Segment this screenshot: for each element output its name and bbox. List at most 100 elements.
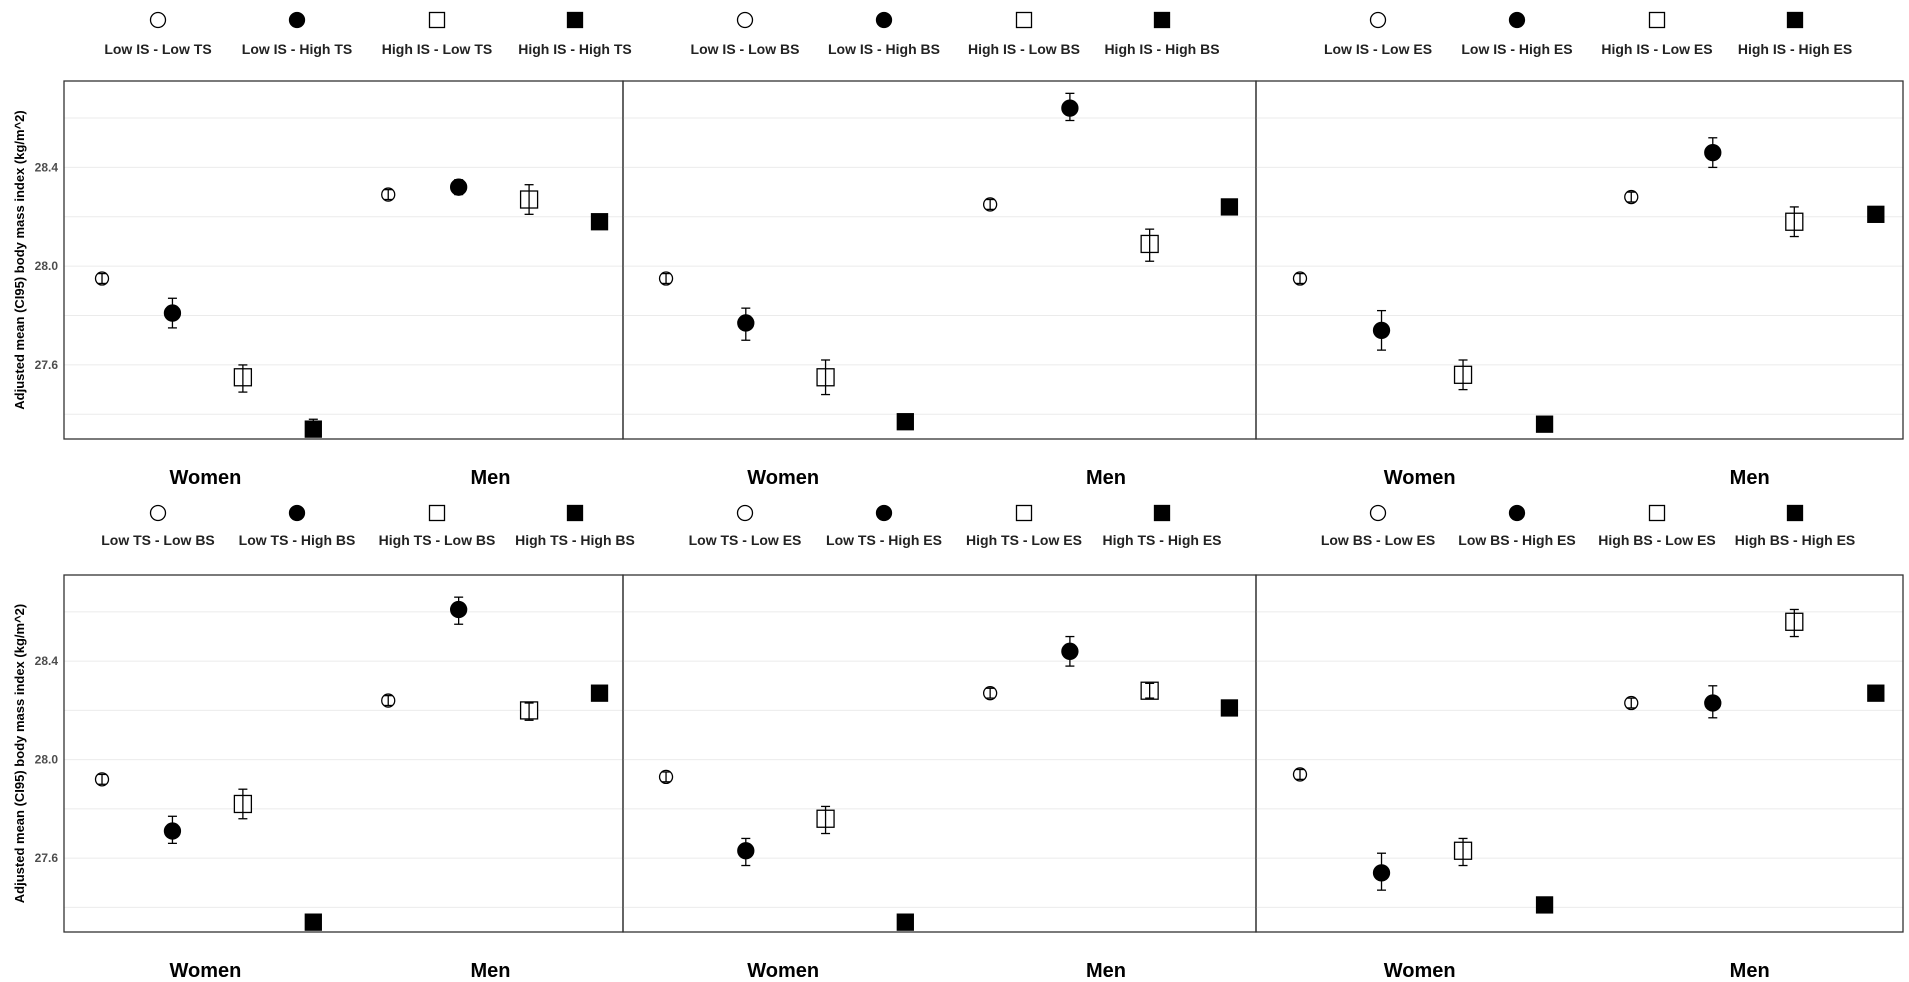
legend-label: High TS - Low BS	[379, 532, 496, 548]
legend-marker	[736, 504, 754, 522]
marker	[304, 913, 322, 931]
legend-label: High IS - High ES	[1738, 41, 1852, 57]
legend-label: High IS - High BS	[1104, 41, 1219, 57]
data-point	[1535, 415, 1554, 433]
data-point	[1704, 137, 1722, 169]
y-tick-label: 28.0	[35, 753, 59, 767]
legend-label: High BS - Low ES	[1598, 532, 1715, 548]
data-point	[1220, 198, 1239, 216]
data-point	[982, 197, 998, 212]
data-point	[1453, 359, 1473, 391]
data-point	[450, 596, 468, 625]
legend-label: High IS - High TS	[518, 41, 632, 57]
group-label: Women	[1384, 960, 1456, 982]
legend-marker	[1369, 11, 1387, 29]
marker	[1535, 415, 1554, 433]
legend-marker	[1015, 504, 1033, 522]
data-point	[304, 418, 322, 438]
marker	[590, 684, 609, 702]
data-point	[94, 271, 110, 286]
legend-marker	[1015, 11, 1033, 29]
legend: Low IS - Low ES Low IS - High ES High IS -…	[1324, 11, 1852, 57]
marker	[1867, 205, 1885, 223]
data-point	[658, 769, 674, 785]
legend: Low TS - Low BS Low TS - High BS High TS -…	[101, 504, 635, 548]
y-tick-label: 27.6	[35, 851, 59, 865]
marker	[1535, 896, 1554, 914]
legend-label: Low BS - Low ES	[1321, 532, 1435, 548]
data-point	[233, 788, 253, 820]
y-tick-label: 28.0	[35, 259, 59, 273]
panel: Low IS - Low BS Low IS - High BS High IS -…	[622, 11, 1257, 489]
legend-marker	[566, 11, 584, 29]
data-point	[896, 413, 914, 431]
data-point	[519, 701, 539, 721]
marker	[896, 913, 914, 931]
legend-marker	[288, 11, 306, 29]
legend-marker	[1786, 504, 1804, 522]
data-point	[1785, 608, 1804, 638]
data-point	[1453, 837, 1473, 867]
legend-marker	[149, 504, 167, 522]
marker	[1061, 99, 1079, 117]
data-point	[1220, 699, 1239, 717]
panel: Low TS - Low ES Low TS - High ES High TS -…	[622, 504, 1257, 982]
legend-marker	[428, 11, 446, 29]
data-point	[1704, 685, 1722, 719]
data-point	[304, 913, 322, 931]
group-label: Women	[169, 467, 241, 489]
data-point	[1372, 852, 1391, 891]
group-label: Men	[471, 467, 511, 489]
legend-marker	[566, 504, 584, 522]
data-point	[163, 297, 182, 329]
legend-marker	[1153, 11, 1171, 29]
legend-label: High TS - High ES	[1103, 532, 1222, 548]
data-point	[1140, 681, 1159, 700]
legend-label: Low IS - High TS	[242, 41, 352, 57]
panel: Low TS - Low BS Low TS - High BS High TS -…	[63, 504, 635, 982]
legend: Low TS - Low ES Low TS - High ES High TS -…	[689, 504, 1222, 548]
legend-label: Low TS - Low ES	[689, 532, 802, 548]
legend-marker	[428, 504, 446, 522]
data-point	[1140, 228, 1159, 262]
legend-label: High IS - Low BS	[968, 41, 1080, 57]
y-tick-label: 28.4	[35, 654, 59, 668]
data-point	[1061, 92, 1079, 122]
data-point	[94, 772, 110, 787]
legend-marker	[149, 11, 167, 29]
data-point	[519, 184, 539, 215]
panel-frame	[63, 574, 624, 933]
data-point	[1785, 206, 1804, 238]
marker	[1372, 321, 1391, 340]
data-point	[816, 359, 835, 396]
legend-marker	[1153, 504, 1171, 522]
legend-marker	[875, 11, 893, 29]
legend-label: Low IS - Low TS	[104, 41, 211, 57]
legend-marker	[1648, 504, 1666, 522]
y-axis-title: Adjusted mean (CI95) body mass index (kg…	[12, 604, 27, 903]
data-point	[658, 271, 674, 286]
panel: Low IS - Low TS Low IS - High TS High IS -…	[63, 11, 632, 489]
legend-label: High TS - High BS	[515, 532, 635, 548]
data-point	[1624, 189, 1639, 205]
group-label: Men	[471, 960, 511, 982]
marker	[1372, 864, 1391, 882]
legend-marker	[288, 504, 306, 522]
marker	[1220, 699, 1239, 717]
group-label: Men	[1086, 960, 1126, 982]
legend-label: High BS - High ES	[1735, 532, 1856, 548]
data-point	[1292, 271, 1308, 286]
legend-marker	[1508, 504, 1526, 522]
y-tick-label: 27.6	[35, 358, 59, 372]
marker	[737, 314, 755, 332]
legend-marker	[1648, 11, 1666, 29]
panel-frame	[622, 574, 1257, 933]
data-point	[233, 364, 253, 393]
marker	[737, 842, 755, 860]
group-label: Women	[1384, 467, 1456, 489]
legend-label: Low IS - Low BS	[691, 41, 800, 57]
marker	[896, 413, 914, 431]
panel-frame	[63, 80, 624, 440]
legend-label: High IS - Low TS	[382, 41, 492, 57]
